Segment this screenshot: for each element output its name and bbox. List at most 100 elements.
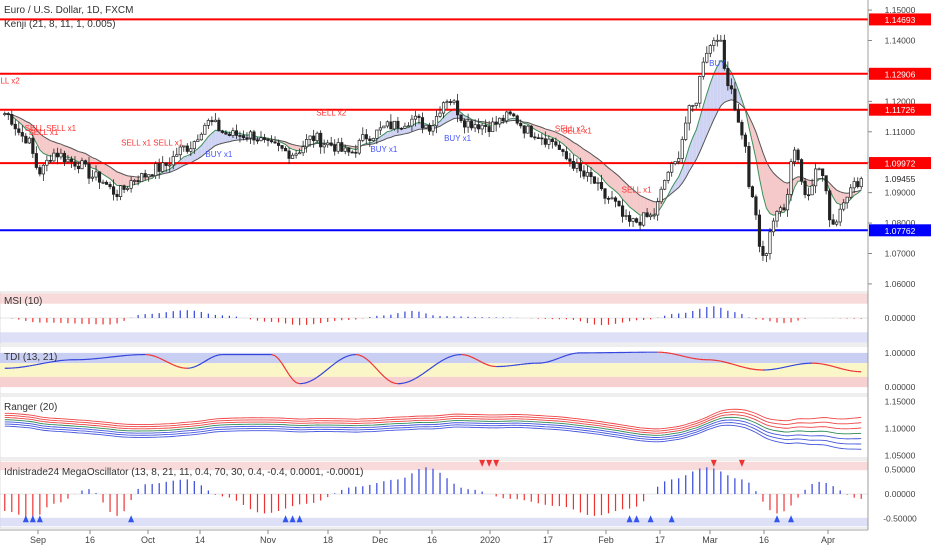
candle-body[interactable] <box>452 100 456 103</box>
candle-body[interactable] <box>147 174 151 178</box>
candle-body[interactable] <box>104 181 109 185</box>
candle-body[interactable] <box>831 219 835 225</box>
candle-body[interactable] <box>245 137 249 140</box>
candle-body[interactable] <box>743 134 747 147</box>
candle-body[interactable] <box>526 125 530 134</box>
candle-body[interactable] <box>638 221 642 226</box>
candle-body[interactable] <box>413 115 418 120</box>
candle-body[interactable] <box>652 214 656 217</box>
candle-body[interactable] <box>231 130 235 136</box>
candle-body[interactable] <box>828 190 832 221</box>
level-price-tag[interactable] <box>869 67 931 80</box>
candle-body[interactable] <box>512 113 516 117</box>
candle-body[interactable] <box>189 148 193 152</box>
level-price-tag[interactable] <box>869 224 931 237</box>
candle-body[interactable] <box>326 142 330 146</box>
candle-body[interactable] <box>126 187 130 190</box>
candle-body[interactable] <box>24 135 28 144</box>
candle-body[interactable] <box>192 141 196 150</box>
candle-body[interactable] <box>227 133 231 136</box>
candle-body[interactable] <box>90 176 95 179</box>
candle-body[interactable] <box>276 142 281 146</box>
candle-body[interactable] <box>252 131 256 141</box>
candle-body[interactable] <box>224 132 228 135</box>
candle-body[interactable] <box>273 141 277 144</box>
candle-body[interactable] <box>83 160 88 165</box>
candle-body[interactable] <box>480 124 484 130</box>
candle-body[interactable] <box>810 185 814 196</box>
candle-body[interactable] <box>308 135 312 140</box>
candle-body[interactable] <box>220 130 224 133</box>
candle-body[interactable] <box>687 105 691 124</box>
candle-body[interactable] <box>140 173 144 182</box>
candle-body[interactable] <box>722 39 726 69</box>
candle-body[interactable] <box>171 156 175 166</box>
candle-body[interactable] <box>477 124 481 130</box>
candle-body[interactable] <box>427 124 432 132</box>
candle-body[interactable] <box>508 111 512 115</box>
candle-body[interactable] <box>582 170 586 177</box>
candle-body[interactable] <box>154 163 158 177</box>
candle-body[interactable] <box>645 212 649 218</box>
candle-body[interactable] <box>269 140 274 143</box>
candlestick-series[interactable] <box>3 34 863 263</box>
candle-body[interactable] <box>217 119 221 132</box>
candle-body[interactable] <box>203 125 207 135</box>
candle-body[interactable] <box>333 144 337 152</box>
candle-body[interactable] <box>34 153 38 168</box>
level-price-tag[interactable] <box>869 157 931 170</box>
candle-body[interactable] <box>375 129 379 139</box>
candle-body[interactable] <box>378 127 382 131</box>
candle-body[interactable] <box>248 131 253 139</box>
candle-body[interactable] <box>420 117 425 129</box>
candle-body[interactable] <box>255 139 260 142</box>
candle-body[interactable] <box>266 139 270 141</box>
candle-body[interactable] <box>357 140 361 154</box>
candle-body[interactable] <box>789 161 793 195</box>
candle-body[interactable] <box>283 147 288 152</box>
msi-panel-label[interactable]: MSI (10) <box>4 296 42 307</box>
candle-body[interactable] <box>97 171 102 183</box>
candle-body[interactable] <box>635 218 639 223</box>
candle-body[interactable] <box>631 218 635 222</box>
candle-body[interactable] <box>515 115 519 124</box>
candle-body[interactable] <box>684 122 688 140</box>
candle-body[interactable] <box>52 152 56 162</box>
candle-body[interactable] <box>596 182 600 184</box>
candle-body[interactable] <box>821 168 825 177</box>
ranger-panel[interactable] <box>0 395 869 459</box>
candle-body[interactable] <box>589 172 593 178</box>
candle-body[interactable] <box>803 180 807 196</box>
candle-body[interactable] <box>347 147 351 153</box>
candle-body[interactable] <box>199 133 203 141</box>
candle-body[interactable] <box>399 127 403 130</box>
candle-body[interactable] <box>17 128 21 133</box>
time-axis[interactable]: Sep 16 Oct 14 Nov 18 Dec 16 2020 17 Feb 17 Mar 16 Apr <box>0 529 868 545</box>
candle-body[interactable] <box>487 126 491 133</box>
candle-body[interactable] <box>206 120 210 126</box>
candle-body[interactable] <box>649 214 653 218</box>
candle-body[interactable] <box>754 196 758 216</box>
candle-body[interactable] <box>168 164 172 167</box>
candle-body[interactable] <box>161 162 165 172</box>
level-price-tag[interactable] <box>869 103 931 116</box>
candle-body[interactable] <box>663 180 667 190</box>
candle-body[interactable] <box>592 176 597 184</box>
candle-body[interactable] <box>740 121 744 136</box>
candle-body[interactable] <box>491 121 495 133</box>
candle-body[interactable] <box>859 178 863 188</box>
candle-body[interactable] <box>438 112 442 117</box>
candle-body[interactable] <box>701 61 705 77</box>
candle-body[interactable] <box>778 207 783 212</box>
candle-body[interactable] <box>234 130 239 136</box>
candle-body[interactable] <box>13 123 17 130</box>
candle-body[interactable] <box>599 182 604 190</box>
candle-body[interactable] <box>624 215 628 217</box>
candle-body[interactable] <box>557 144 561 150</box>
candle-body[interactable] <box>441 102 446 114</box>
level-price-tag[interactable] <box>869 13 931 26</box>
msi-panel[interactable] <box>0 291 869 345</box>
candle-body[interactable] <box>550 138 554 143</box>
candle-body[interactable] <box>764 253 769 256</box>
candle-body[interactable] <box>122 185 126 190</box>
